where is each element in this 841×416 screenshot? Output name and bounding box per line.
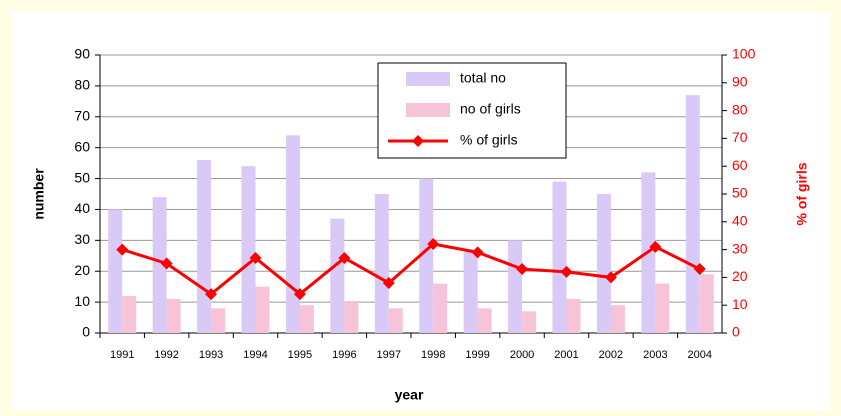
bar	[655, 283, 670, 333]
legend-label: % of girls	[460, 132, 518, 148]
bar	[477, 308, 492, 333]
bar	[285, 135, 300, 333]
bar	[596, 194, 611, 333]
bar	[122, 295, 137, 333]
bar	[374, 194, 389, 333]
marker	[293, 288, 306, 301]
y2-tick-label: 40	[732, 213, 748, 229]
marker	[693, 263, 706, 276]
legend-swatch	[406, 103, 450, 117]
bar	[330, 218, 345, 333]
legend-swatch	[406, 72, 450, 86]
x-tick-label: 1994	[243, 349, 267, 361]
x-tick-label: 1992	[154, 349, 178, 361]
marker	[427, 238, 440, 251]
bar	[566, 299, 581, 333]
y2-tick-label: 50	[732, 185, 748, 201]
marker	[205, 288, 218, 301]
x-tick-label: 2001	[554, 349, 578, 361]
bar	[610, 305, 625, 333]
x-tick-label: 1998	[421, 349, 445, 361]
legend-label: total no	[460, 70, 506, 86]
bar	[433, 283, 448, 333]
y2-tick-label: 90	[732, 74, 748, 90]
marker	[160, 257, 173, 270]
legend-label: no of girls	[460, 101, 521, 117]
y-tick-label: 20	[74, 262, 90, 278]
bar	[299, 305, 314, 333]
bar	[685, 95, 700, 334]
x-tick-label: 1993	[199, 349, 223, 361]
x-tick-label: 2004	[688, 349, 712, 361]
x-tick-label: 1999	[465, 349, 489, 361]
line	[121, 242, 701, 297]
bar	[419, 178, 434, 333]
bar	[344, 302, 359, 333]
marker	[116, 243, 129, 256]
marker	[338, 251, 351, 264]
y-tick-label: 80	[74, 77, 90, 93]
bar	[108, 209, 123, 333]
bar	[241, 166, 256, 333]
y2-tick-label: 10	[732, 296, 748, 312]
bar	[255, 286, 270, 333]
bar	[699, 274, 714, 333]
y2-tick-label: 70	[732, 129, 748, 145]
x-tick-label: 2003	[643, 349, 667, 361]
marker	[382, 276, 395, 289]
legend-marker	[412, 135, 424, 147]
marker	[560, 265, 573, 278]
x-tick-label: 2002	[599, 349, 623, 361]
y-tick-label: 50	[74, 169, 90, 185]
x-axis-title: year	[395, 387, 424, 403]
y-axis-title: number	[31, 168, 47, 220]
bar	[388, 308, 403, 333]
y2-tick-label: 60	[732, 157, 748, 173]
y-tick-label: 10	[74, 293, 90, 309]
marker	[516, 263, 529, 276]
bar	[463, 249, 478, 333]
y-tick-label: 60	[74, 138, 90, 154]
y-tick-label: 0	[82, 324, 90, 340]
bar	[197, 160, 212, 333]
marker	[471, 246, 484, 259]
x-tick-label: 1996	[332, 349, 356, 361]
x-tick-label: 1995	[288, 349, 312, 361]
bar	[166, 299, 181, 333]
bar	[552, 181, 567, 333]
y2-tick-label: 0	[732, 324, 740, 340]
bar	[508, 240, 523, 333]
y-tick-label: 70	[74, 107, 90, 123]
x-tick-label: 1991	[110, 349, 134, 361]
y2-tick-label: 100	[732, 46, 756, 62]
x-tick-label: 2000	[510, 349, 534, 361]
y-tick-label: 90	[74, 46, 90, 62]
y2-tick-label: 80	[732, 101, 748, 117]
y2-tick-label: 20	[732, 268, 748, 284]
bar	[522, 311, 537, 333]
bar	[152, 197, 167, 333]
marker	[604, 271, 617, 284]
y-tick-label: 40	[74, 200, 90, 216]
x-tick-label: 1997	[377, 349, 401, 361]
y-tick-label: 30	[74, 231, 90, 247]
marker	[249, 251, 262, 264]
bar	[211, 308, 226, 333]
marker	[649, 240, 662, 253]
y2-tick-label: 30	[732, 240, 748, 256]
y2-axis-title: % of girls	[794, 162, 810, 225]
